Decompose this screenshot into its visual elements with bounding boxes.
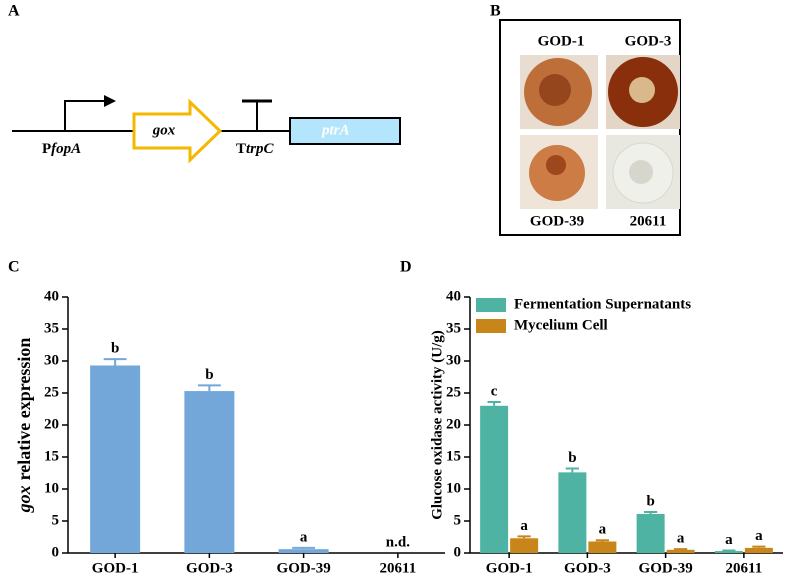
error-bar <box>517 535 531 539</box>
y-tick-label: 35 <box>44 320 59 336</box>
y-tick-label: 10 <box>446 480 461 496</box>
significance-label: b <box>568 450 576 466</box>
error-bar <box>722 549 736 552</box>
marker-label: ptrA <box>320 122 350 138</box>
y-tick-label: 40 <box>44 288 59 304</box>
panel-label: B <box>490 3 501 20</box>
y-tick-label: 5 <box>454 512 462 528</box>
error-bar <box>595 539 609 542</box>
y-tick-label: 30 <box>446 352 461 368</box>
y-tick-label: 25 <box>44 384 59 400</box>
x-tick-label: GOD-1 <box>92 560 139 576</box>
bar <box>666 549 695 553</box>
legend-swatch <box>476 319 506 333</box>
error-bar <box>197 384 221 392</box>
bar <box>714 551 743 553</box>
bar <box>480 405 509 553</box>
y-tick-label: 15 <box>446 448 461 464</box>
strain-label: GOD-1 <box>538 33 585 49</box>
significance-label: c <box>491 383 498 399</box>
arrow-head <box>104 95 116 107</box>
y-tick-label: 25 <box>446 384 461 400</box>
gene-label: gox <box>152 122 176 138</box>
error-bar <box>752 545 766 548</box>
x-tick-label: GOD-39 <box>639 560 693 576</box>
bar <box>588 541 617 553</box>
terminator-label: TtrpC <box>236 141 275 157</box>
strain-label: 20611 <box>630 213 667 229</box>
y-tick-label: 0 <box>52 544 60 560</box>
y-axis-label-part: relative expression <box>14 338 34 481</box>
significance-label: b <box>205 367 213 383</box>
bar <box>510 538 539 553</box>
error-bar <box>644 511 658 514</box>
bar <box>558 472 587 553</box>
error-bar <box>565 467 579 473</box>
panel-label: A <box>8 3 20 20</box>
error-bar <box>103 358 127 366</box>
significance-label: a <box>520 518 528 534</box>
error-bar <box>674 548 688 551</box>
bar <box>744 547 773 553</box>
significance-label: b <box>111 341 119 357</box>
bar <box>184 391 235 553</box>
bar <box>90 365 141 553</box>
gene-arrow <box>132 98 223 164</box>
colony <box>539 74 571 106</box>
strain-label: GOD-3 <box>625 33 672 49</box>
y-tick-label: 20 <box>44 416 59 432</box>
y-axis-label-part: gox <box>14 485 34 513</box>
y-tick-label: 30 <box>44 352 59 368</box>
significance-label: a <box>300 529 308 545</box>
legend-label: Fermentation Supernatants <box>514 296 691 312</box>
significance-label: n.d. <box>386 534 410 550</box>
significance-label: a <box>725 532 733 548</box>
promoter-label: PfopA <box>42 141 81 157</box>
y-axis-label: gox relative expression <box>14 338 34 514</box>
strain-label: GOD-39 <box>530 213 584 229</box>
legend-label: Mycelium Cell <box>514 317 608 333</box>
marker-box <box>289 117 401 145</box>
y-tick-label: 40 <box>446 288 461 304</box>
y-tick-label: 10 <box>44 480 59 496</box>
y-tick-label: 0 <box>454 544 462 560</box>
promoter-arrow <box>64 100 108 131</box>
x-tick-label: GOD-3 <box>186 560 233 576</box>
error-bar <box>292 546 316 550</box>
x-tick-label: 20611 <box>380 560 417 576</box>
panel-label: C <box>8 259 20 276</box>
x-tick-label: GOD-1 <box>486 560 533 576</box>
panel-label: D <box>400 259 412 276</box>
colony <box>629 160 653 184</box>
y-tick-label: 20 <box>446 416 461 432</box>
x-tick-label: GOD-39 <box>277 560 331 576</box>
colony <box>629 77 655 103</box>
y-tick-label: 35 <box>446 320 461 336</box>
colony <box>546 155 566 175</box>
y-axis-label: Glucose oxidase activity (U/g) <box>429 330 445 520</box>
significance-label: a <box>755 528 763 544</box>
x-tick-label: GOD-3 <box>564 560 611 576</box>
significance-label: a <box>677 531 685 547</box>
significance-label: b <box>646 493 654 509</box>
bar <box>278 549 329 553</box>
error-bar <box>487 400 501 406</box>
significance-label: a <box>599 522 607 538</box>
y-tick-label: 15 <box>44 448 59 464</box>
x-tick-label: 20611 <box>726 560 763 576</box>
bar <box>636 513 665 553</box>
y-tick-label: 5 <box>52 512 60 528</box>
legend-swatch <box>476 298 506 312</box>
